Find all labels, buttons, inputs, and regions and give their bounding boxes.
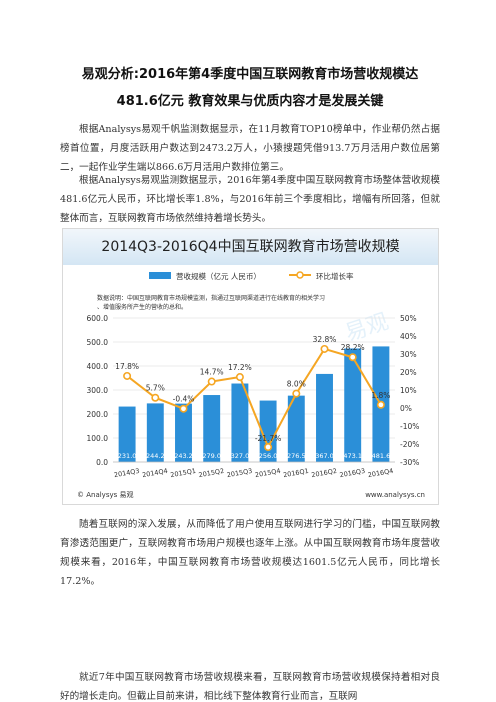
y-left-tick-label: 400.0 (87, 362, 109, 371)
chart-legend: 营收规模（亿元 人民币） 环比增长率 (149, 271, 354, 281)
x-tick-label: 2016Q1 (283, 467, 310, 479)
chart-title-band: 2014Q3-2016Q4中国互联网教育市场营收规模 (63, 229, 438, 265)
paragraph-2: 根据Analysys易观监测数据显示，2016年第4季度中国互联网教育市场整体营… (60, 175, 440, 224)
bar-value-label: 243.2 (174, 452, 193, 460)
bar-series: 231.0 244.2 243.2 279.0 327.0 256.0 276.5 367.0… (118, 346, 390, 462)
revenue-bar (316, 373, 333, 462)
bar-value-label: 473.1 (343, 452, 362, 460)
growth-rate-point (292, 389, 301, 398)
revenue-bar (259, 400, 277, 462)
x-tick-label: 2015Q1 (170, 467, 197, 479)
paragraph-4: 就近7年中国互联网教育市场营收规模来看，互联网教育市场营收规模保持着相对良好的增… (60, 672, 440, 702)
revenue-bar (287, 395, 305, 462)
y-right-tick-label: 40% (400, 332, 417, 341)
growth-rate-label: 1.8% (371, 391, 390, 400)
y-right-tick-label: 50% (400, 314, 417, 323)
legend-line-marker (296, 271, 304, 279)
paragraph-3: 随着互联网的深入发展，从而降低了用户使用互联网进行学习的门槛，中国互联网教育渗透… (60, 519, 440, 587)
growth-rate-label: 14.7% (200, 368, 224, 377)
x-tick-label: 2016Q4 (367, 467, 394, 479)
chart-note: 数据说明：中国互联网教育市场规模监测，指通过互联网渠道进行在线教育的相关学习 (97, 294, 325, 302)
y-left-tick-label: 500.0 (87, 338, 109, 347)
growth-rate-point (179, 404, 188, 413)
growth-rate-label: 28.2% (341, 343, 365, 352)
chart-url: www.analysys.cn (365, 491, 425, 499)
x-tick-label: 2014Q4 (142, 467, 169, 479)
y-left-tick-label: 0.0 (96, 458, 108, 467)
growth-rate-point (207, 377, 216, 386)
article-title-line1: 易观分析:2016年第4季度中国互联网教育市场营收规模达 (81, 67, 419, 82)
y-right-tick-label: -20% (400, 440, 419, 449)
growth-rate-label: 8.0% (287, 380, 306, 389)
chart-watermark: 易观 (342, 309, 392, 346)
y-right-tick-label: -30% (400, 458, 419, 467)
bar-value-label: 279.0 (202, 452, 221, 460)
x-tick-label: 2015Q2 (198, 467, 225, 479)
chart-source: © Analysys 易观 (77, 491, 134, 499)
chart-title: 2014Q3-2016Q4中国互联网教育市场营收规模 (101, 239, 400, 255)
legend-bar-swatch (149, 272, 171, 279)
line-series: 17.8% 5.7% -0.4% 14.7% 17.2% -21.7% 8.0% 32.8% 2… (115, 335, 390, 452)
growth-rate-point (235, 373, 244, 382)
paragraph-1: 根据Analysys易观千帆监测数据显示，在11月教育TOP10榜单中，作业帮仍… (60, 124, 440, 173)
y-right-tick-label: -10% (400, 422, 419, 431)
revenue-bar (231, 383, 249, 462)
growth-rate-line (126, 347, 382, 450)
y-left-tick-label: 600.0 (87, 314, 109, 323)
x-tick-label: 2016Q3 (339, 467, 366, 479)
growth-rate-label: 17.8% (115, 362, 139, 371)
y-right-tick-label: 30% (400, 350, 417, 359)
x-tick-label: 2015Q3 (226, 467, 253, 479)
growth-rate-point (264, 443, 273, 452)
revenue-bar (203, 395, 221, 462)
growth-rate-point (151, 393, 160, 402)
bar-value-label: 481.6 (372, 452, 391, 460)
legend-bar-label: 营收规模（亿元 人民币） (176, 271, 261, 281)
y-left-tick-label: 300.0 (87, 386, 109, 395)
y-left-tick-label: 100.0 (87, 434, 109, 443)
market-revenue-chart: 2014Q3-2016Q4中国互联网教育市场营收规模 营收规模（亿元 人民币） … (62, 228, 439, 505)
x-tick-label: 2015Q4 (254, 467, 281, 479)
growth-rate-label: 32.8% (313, 335, 337, 344)
bar-value-label: 231.0 (118, 452, 137, 460)
y-right-tick-label: 10% (400, 386, 417, 395)
growth-rate-point (348, 353, 357, 362)
growth-rate-label: -21.7% (255, 434, 282, 443)
legend-line-label: 环比增长率 (316, 271, 354, 281)
x-tick-label: 2016Q2 (311, 467, 338, 479)
revenue-bar (344, 348, 362, 462)
bar-value-label: 327.0 (231, 452, 250, 460)
growth-rate-point (123, 371, 132, 380)
y-right-tick-label: 0% (400, 404, 412, 413)
growth-rate-label: -0.4% (173, 395, 195, 404)
growth-rate-point (376, 400, 385, 409)
revenue-bar (146, 403, 164, 462)
chart-canvas: 营收规模（亿元 人民币） 环比增长率 数据说明：中国互联网教育市场规模监测，指通… (77, 271, 425, 499)
revenue-bar (175, 403, 192, 462)
x-tick-label: 2014Q3 (113, 467, 140, 479)
y-right-tick-label: 20% (400, 368, 417, 377)
bar-value-label: 256.0 (259, 452, 278, 460)
bar-value-label: 244.2 (146, 452, 165, 460)
bar-value-label: 367.0 (315, 452, 334, 460)
bar-value-label: 276.5 (287, 452, 306, 460)
growth-rate-label: 17.2% (228, 363, 252, 372)
growth-rate-point (320, 344, 329, 353)
growth-rate-label: 5.7% (146, 384, 165, 393)
chart-note-continued: 、增值服务所产生的营收的总和。 (97, 303, 187, 311)
article-title-line2: 481.6亿元 教育效果与优质内容才是发展关键 (116, 94, 384, 109)
revenue-bar (118, 406, 136, 462)
y-left-tick-label: 200.0 (87, 410, 109, 419)
